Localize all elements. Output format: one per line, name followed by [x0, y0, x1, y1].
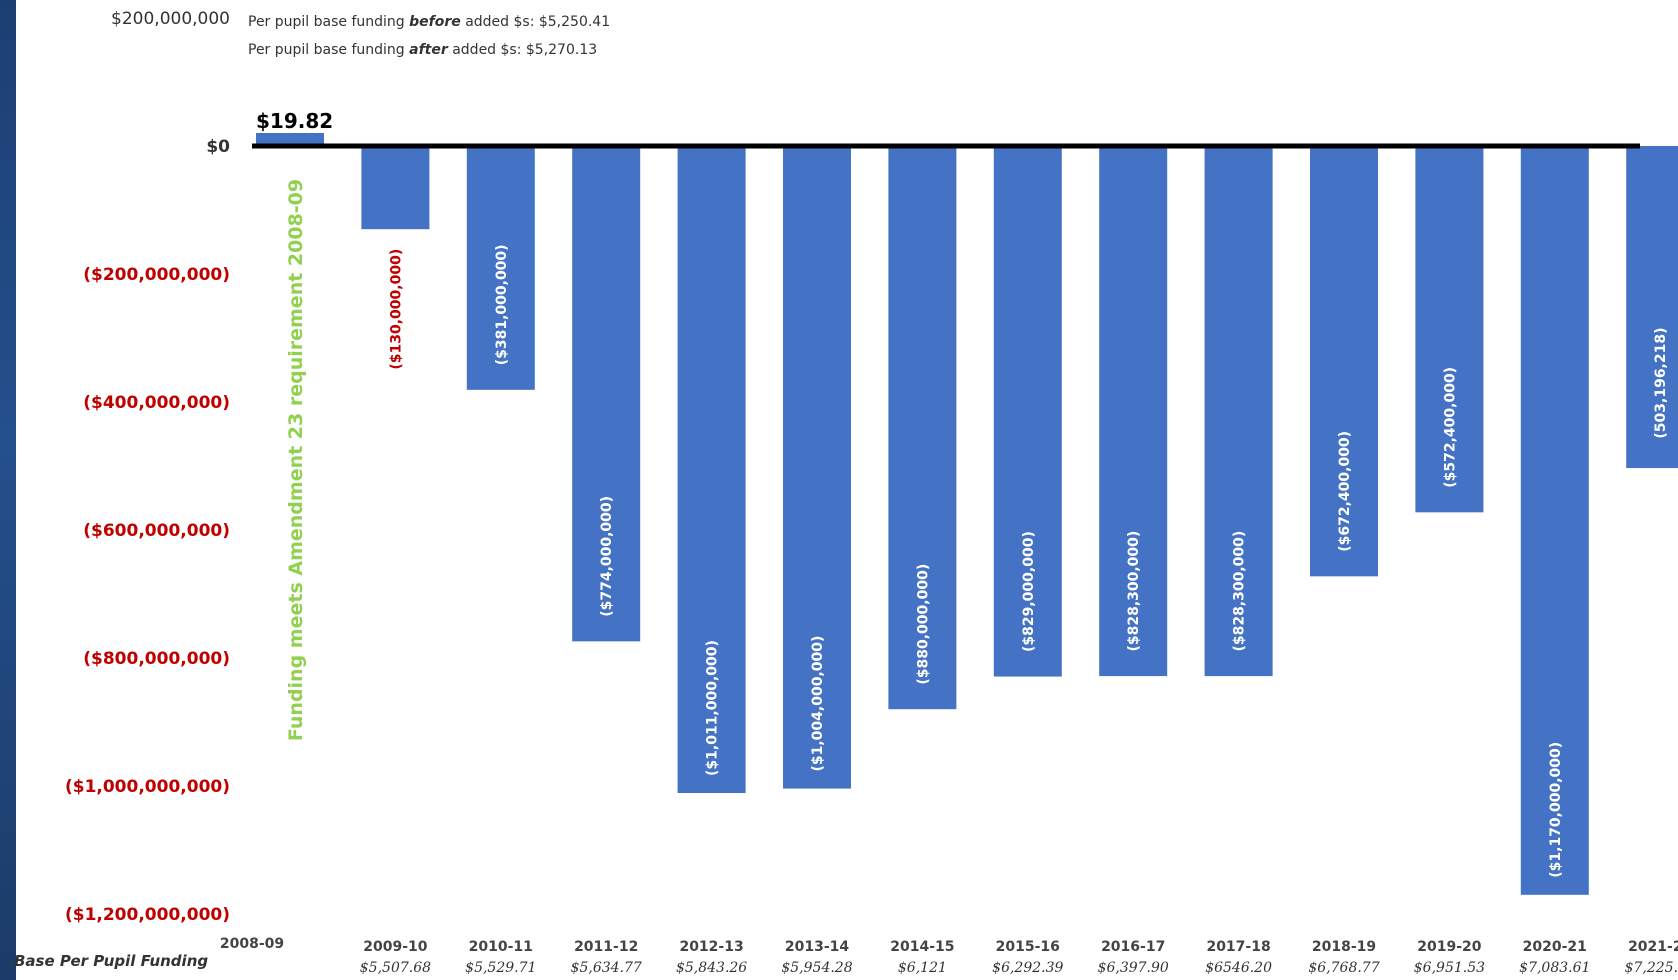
x-per-pupil-label: $5,507.68 [360, 960, 431, 976]
x-category-label: 2017-18 [1206, 939, 1270, 955]
annotations: ($130,000,000) ($381,000,000) ($774,000,00… [256, 109, 1669, 878]
x-per-pupil-label: $7,083.61 [1519, 960, 1590, 976]
x-per-pupil-label: $5,529.71 [465, 960, 536, 976]
x-per-pupil-label: $6,768.77 [1308, 960, 1379, 976]
x-per-pupil-label: $6,397.90 [1098, 960, 1169, 976]
y-tick-label: $200,000,000 [111, 9, 230, 29]
bar-2010-11 [466, 146, 535, 390]
x-per-pupil-label: $5,634.77 [571, 960, 642, 976]
y-tick-label: $0 [206, 137, 230, 157]
x-category-label: 2020-21 [1523, 939, 1587, 955]
bar-value-label: ($829,000,000) [1021, 531, 1037, 652]
y-tick-label: ($600,000,000) [83, 521, 230, 541]
bar-2018-19 [1310, 146, 1378, 577]
y-tick-label: ($1,200,000,000) [65, 905, 230, 925]
x-category-label: 2021-22 [1628, 939, 1678, 955]
x-category-label: 2010-11 [469, 939, 533, 955]
bar-2013-14 [783, 146, 851, 789]
x-axis: 2008-09 2009-10 $5,507.68 2010-11 $5,529.71 2… [14, 936, 1678, 976]
bar-2020-21 [1520, 146, 1589, 895]
bar-value-label: (503,196,218) [1653, 327, 1669, 438]
x-category-label: 2012-13 [679, 939, 743, 955]
bar-2011-12 [572, 146, 641, 642]
note-before: Per pupil base funding before added $s: … [248, 14, 610, 30]
chart-notes: Per pupil base funding before added $s: … [248, 14, 610, 58]
x-axis-title: Base Per Pupil Funding [14, 952, 208, 970]
bars [256, 133, 1678, 895]
x-per-pupil-label: $6,121 [898, 960, 947, 976]
x-category-label: 2016-17 [1101, 939, 1165, 955]
bar-value-label: ($1,170,000,000) [1548, 742, 1564, 878]
bar-value-label: ($130,000,000) [388, 249, 404, 370]
bar-2016-17 [1099, 146, 1168, 677]
bar-value-label: ($828,300,000) [1232, 531, 1248, 652]
x-category-label: 2018-19 [1312, 939, 1376, 955]
bar-value-label: ($381,000,000) [494, 244, 510, 365]
bar-2019-20 [1415, 146, 1484, 513]
x-category-label: 2013-14 [785, 939, 850, 955]
bar-value-label: ($1,004,000,000) [810, 636, 826, 772]
bar-value-label: ($572,400,000) [1442, 367, 1458, 488]
x-category-label: 2015-16 [996, 939, 1060, 955]
bar-2009-10 [361, 146, 430, 230]
x-per-pupil-label: $6,951.53 [1414, 960, 1485, 976]
bar-value-label: ($828,300,000) [1126, 531, 1142, 652]
y-axis: $200,000,000 $0 ($200,000,000) ($400,000,00… [65, 9, 230, 925]
y-tick-label: ($400,000,000) [83, 393, 230, 413]
y-tick-label: ($1,000,000,000) [65, 777, 230, 797]
bar-2021-22 [1626, 146, 1678, 469]
x-category-label: 2008-09 [220, 936, 284, 952]
x-per-pupil-label: $7,225.28 [1625, 960, 1678, 976]
bar-value-label: ($774,000,000) [599, 496, 615, 617]
x-category-label: 2019-20 [1417, 939, 1482, 955]
amendment-23-note: Funding meets Amendment 23 requirement 2… [285, 179, 307, 741]
x-per-pupil-label: $5,954.28 [781, 960, 852, 976]
bar-2014-15 [888, 146, 957, 710]
first-bar-value-label: $19.82 [256, 109, 333, 133]
bar-value-label: ($672,400,000) [1337, 431, 1353, 552]
x-per-pupil-label: $5,843.26 [676, 960, 747, 976]
left-decorative-strip [0, 0, 16, 980]
y-tick-label: ($800,000,000) [83, 649, 230, 669]
x-per-pupil-label: $6,292.39 [992, 960, 1063, 976]
y-tick-label: ($200,000,000) [83, 265, 230, 285]
bar-value-label: ($880,000,000) [915, 564, 931, 685]
bar-value-label: ($1,011,000,000) [705, 640, 721, 776]
bar-2012-13 [677, 146, 746, 794]
x-category-label: 2014-15 [890, 939, 954, 955]
bar-2015-16 [993, 146, 1062, 677]
note-after: Per pupil base funding after added $s: $… [248, 42, 597, 58]
bar-2017-18 [1204, 146, 1273, 677]
x-per-pupil-label: $6546.20 [1205, 960, 1272, 976]
x-category-label: 2011-12 [574, 939, 638, 955]
x-category-label: 2009-10 [363, 939, 428, 955]
bar-2008-09 [256, 133, 324, 146]
